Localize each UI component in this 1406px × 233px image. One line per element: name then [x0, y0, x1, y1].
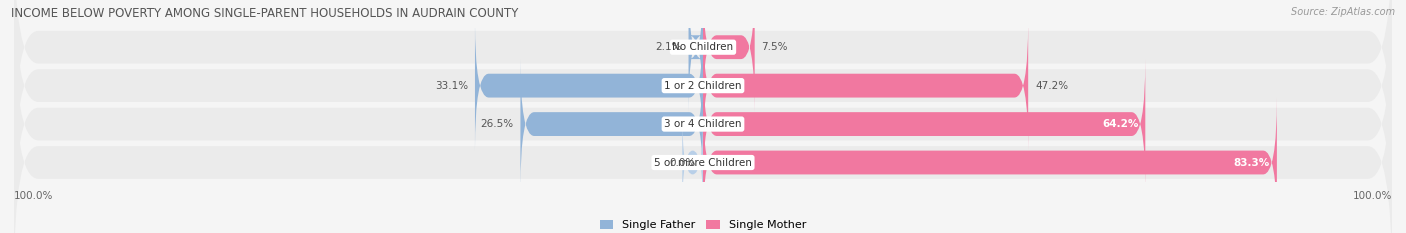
Text: 2.1%: 2.1% [655, 42, 682, 52]
Text: INCOME BELOW POVERTY AMONG SINGLE-PARENT HOUSEHOLDS IN AUDRAIN COUNTY: INCOME BELOW POVERTY AMONG SINGLE-PARENT… [11, 7, 519, 20]
FancyBboxPatch shape [689, 0, 703, 112]
Legend: Single Father, Single Mother: Single Father, Single Mother [596, 215, 810, 233]
Text: 64.2%: 64.2% [1102, 119, 1139, 129]
Text: 47.2%: 47.2% [1035, 81, 1069, 91]
Text: 26.5%: 26.5% [481, 119, 513, 129]
Text: Source: ZipAtlas.com: Source: ZipAtlas.com [1291, 7, 1395, 17]
Text: 100.0%: 100.0% [1353, 191, 1392, 201]
Text: 100.0%: 100.0% [14, 191, 53, 201]
FancyBboxPatch shape [703, 59, 1146, 189]
FancyBboxPatch shape [520, 59, 703, 189]
Text: 1 or 2 Children: 1 or 2 Children [664, 81, 742, 91]
Text: 5 or more Children: 5 or more Children [654, 158, 752, 168]
Text: 83.3%: 83.3% [1233, 158, 1270, 168]
Text: 33.1%: 33.1% [434, 81, 468, 91]
Text: 0.0%: 0.0% [669, 158, 696, 168]
FancyBboxPatch shape [703, 98, 1277, 227]
FancyBboxPatch shape [682, 117, 703, 208]
FancyBboxPatch shape [14, 0, 1392, 204]
Text: 3 or 4 Children: 3 or 4 Children [664, 119, 742, 129]
FancyBboxPatch shape [14, 44, 1392, 233]
FancyBboxPatch shape [475, 21, 703, 151]
Text: 7.5%: 7.5% [762, 42, 787, 52]
FancyBboxPatch shape [14, 0, 1392, 165]
FancyBboxPatch shape [703, 0, 755, 112]
FancyBboxPatch shape [703, 21, 1028, 151]
Text: No Children: No Children [672, 42, 734, 52]
FancyBboxPatch shape [14, 6, 1392, 233]
